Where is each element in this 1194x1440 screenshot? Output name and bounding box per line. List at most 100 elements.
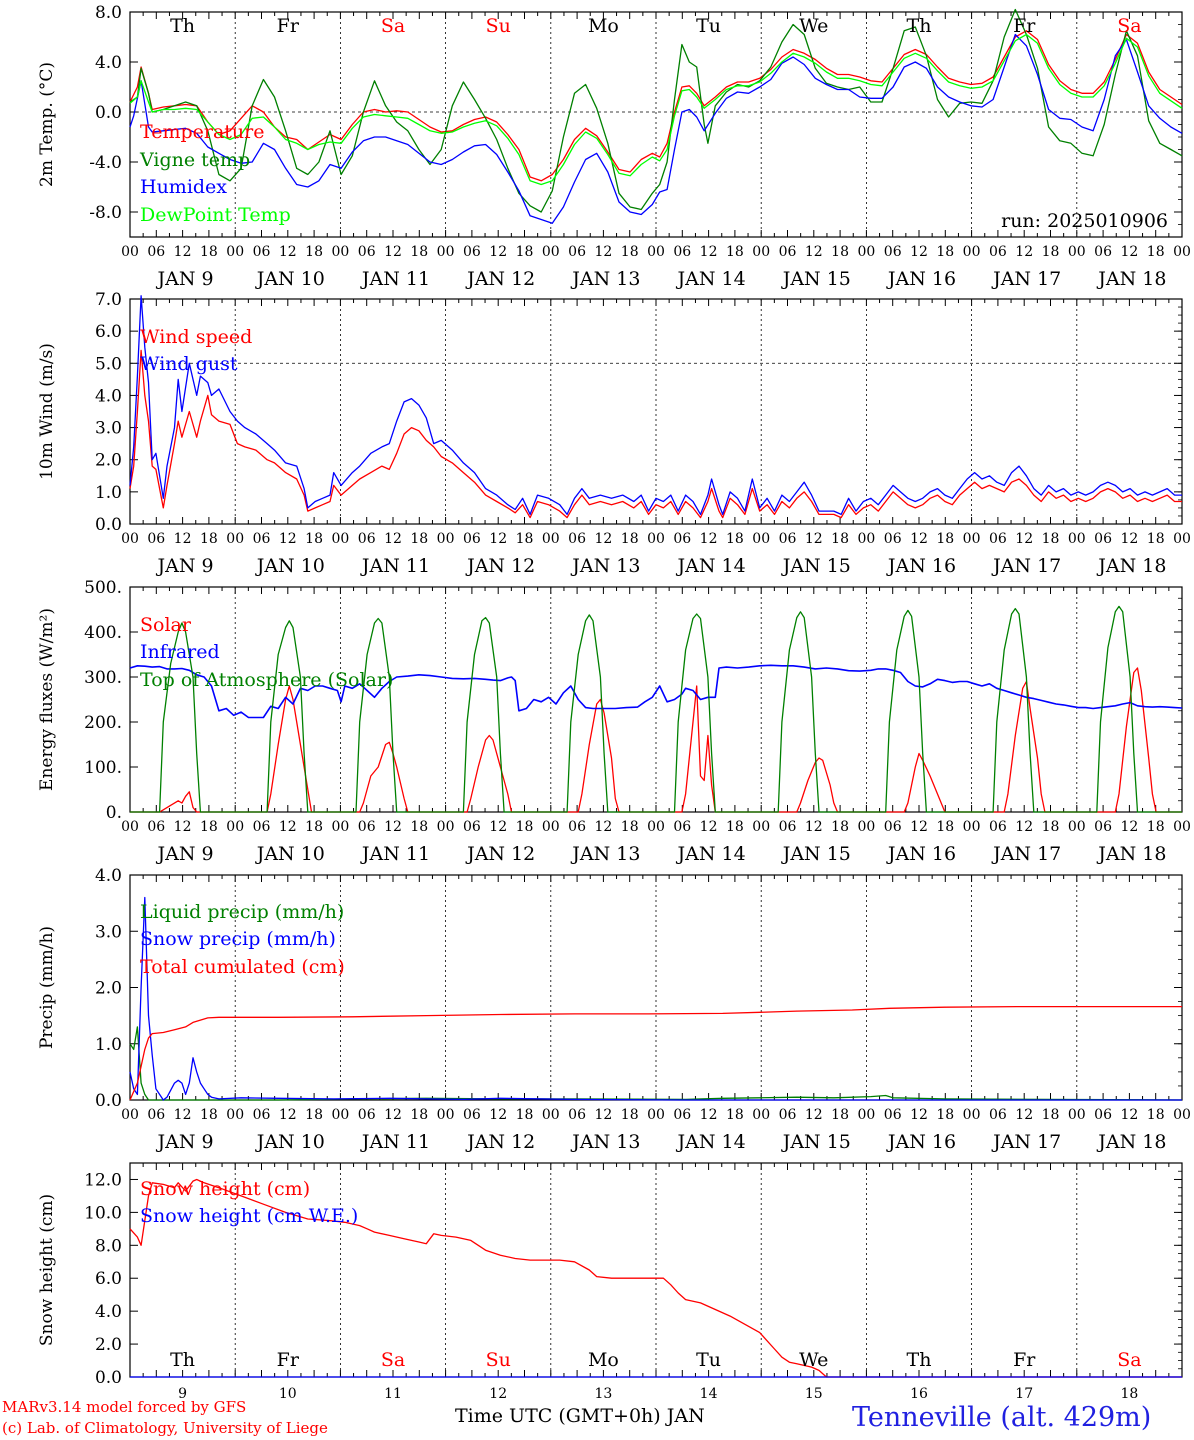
time-axis-title: Time UTC (GMT+0h) JAN — [455, 1405, 705, 1427]
date-label: JAN 18 — [1096, 843, 1166, 865]
date-label: JAN 10 — [255, 843, 325, 865]
hour-label: 18 — [936, 819, 954, 835]
hour-label: 18 — [831, 1107, 849, 1123]
hour-label: 18 — [305, 244, 323, 260]
hour-label: 12 — [174, 1107, 192, 1123]
date-label: JAN 14 — [676, 555, 746, 577]
legend-entry: Liquid precip (mm/h) — [140, 901, 344, 923]
date-label: JAN 11 — [360, 843, 430, 865]
hour-label: 06 — [253, 819, 271, 835]
hour-label: 00 — [857, 1107, 875, 1123]
y-tick-label: 4.0 — [95, 866, 122, 886]
date-label: JAN 17 — [991, 268, 1061, 290]
hour-label: 06 — [779, 1107, 797, 1123]
hour-label: 06 — [147, 531, 165, 547]
hour-label: 12 — [805, 819, 823, 835]
series-line-dewpoint-temp — [129, 33, 1183, 186]
hour-label: 12 — [174, 244, 192, 260]
series-line-wind-gust — [129, 295, 1182, 516]
series-line-humidex — [129, 33, 1183, 224]
hour-label: 18 — [831, 531, 849, 547]
weekday-label: Th — [907, 15, 932, 37]
legend-entry: Total cumulated (cm) — [140, 956, 345, 978]
hour-label: 06 — [673, 531, 691, 547]
hour-label: 18 — [936, 244, 954, 260]
y-tick-label: -4.0 — [89, 153, 122, 173]
hour-label: 12 — [279, 244, 297, 260]
weekday-label: Tu — [696, 1349, 721, 1371]
hour-label: 00 — [647, 531, 665, 547]
hour-label: 06 — [884, 819, 902, 835]
hour-label: 12 — [1015, 244, 1033, 260]
y-tick-label: 8.0 — [95, 3, 122, 23]
hour-label: 12 — [700, 819, 718, 835]
y-tick-label: 5.0 — [95, 354, 122, 374]
weekday-label: Su — [486, 1349, 511, 1371]
date-label: JAN 10 — [255, 268, 325, 290]
hour-label: 00 — [437, 531, 455, 547]
date-label: JAN 13 — [570, 268, 640, 290]
hour-label: 00 — [437, 244, 455, 260]
y-tick-label: 1.0 — [95, 1035, 122, 1055]
weekday-label: Th — [907, 1349, 932, 1371]
y-tick-label: 8.0 — [95, 1236, 122, 1256]
panel-temp: 8.0 4.0 0.0 -4.0 -8.0 2m Temp. (°C) Temperatur… — [37, 3, 1191, 290]
y-tick-label: 12.0 — [84, 1170, 122, 1190]
y-axis-label: Precip (mm/h) — [37, 926, 57, 1049]
hour-label: 12 — [910, 1107, 928, 1123]
y-axis-label: 10m Wind (m/s) — [37, 343, 57, 480]
hour-label: 12 — [384, 531, 402, 547]
hour-label: 18 — [726, 819, 744, 835]
series-line-liquid-precip-mm-h- — [129, 1026, 1183, 1101]
hour-label: 06 — [1094, 819, 1112, 835]
weekday-label: We — [799, 1349, 828, 1371]
panel-energy: 500. 400. 300. 200. 100. 0. Energy fluxes (W/m… — [37, 578, 1191, 865]
hour-label: 06 — [989, 819, 1007, 835]
weekday-label: Sa — [1117, 15, 1141, 37]
day-number-label: 17 — [1015, 1386, 1033, 1402]
weekday-label: Sa — [381, 15, 405, 37]
hour-label: 00 — [542, 244, 560, 260]
hour-label: 12 — [910, 244, 928, 260]
hour-label: 00 — [963, 819, 981, 835]
hour-label: 00 — [752, 1107, 770, 1123]
hour-label: 18 — [410, 531, 428, 547]
date-label: JAN 9 — [156, 555, 214, 577]
legend-entry: Infrared — [140, 641, 220, 663]
date-label: JAN 16 — [886, 1131, 956, 1153]
hour-label: 00 — [1068, 531, 1086, 547]
hour-label: 00 — [226, 244, 244, 260]
weekday-label: Sa — [1117, 1349, 1141, 1371]
hour-label: 00 — [1068, 244, 1086, 260]
y-tick-label: 3.0 — [95, 419, 122, 439]
hour-label: 18 — [410, 244, 428, 260]
day-number-label: 14 — [700, 1386, 718, 1402]
hour-label: 12 — [700, 1107, 718, 1123]
hour-label: 18 — [621, 244, 639, 260]
station-name: Tenneville (alt. 429m) — [852, 1402, 1152, 1433]
legend-entry: Snow height (cm W.E.) — [140, 1205, 358, 1227]
legend-entry: Snow precip (mm/h) — [140, 928, 336, 950]
hour-label: 06 — [147, 819, 165, 835]
y-tick-label: 7.0 — [95, 290, 122, 310]
hour-label: 06 — [463, 531, 481, 547]
hour-label: 00 — [857, 531, 875, 547]
hour-label: 18 — [1147, 244, 1165, 260]
hour-label: 18 — [1042, 1107, 1060, 1123]
lab-credit: (c) Lab. of Climatology, University of L… — [2, 1419, 328, 1437]
legend-entry: DewPoint Temp — [140, 204, 291, 226]
hour-label: 18 — [200, 244, 218, 260]
hour-label: 00 — [331, 819, 349, 835]
hour-label: 12 — [279, 531, 297, 547]
hour-label: 06 — [989, 1107, 1007, 1123]
hour-label: 12 — [910, 819, 928, 835]
y-tick-label: 0.0 — [95, 1368, 122, 1388]
hour-label: 18 — [726, 244, 744, 260]
date-label: JAN 12 — [465, 1131, 535, 1153]
day-number-label: 10 — [279, 1386, 297, 1402]
hour-label: 00 — [752, 244, 770, 260]
day-number-label: 12 — [489, 1386, 507, 1402]
hour-label: 12 — [1120, 1107, 1138, 1123]
y-tick-label: 4.0 — [95, 53, 122, 73]
